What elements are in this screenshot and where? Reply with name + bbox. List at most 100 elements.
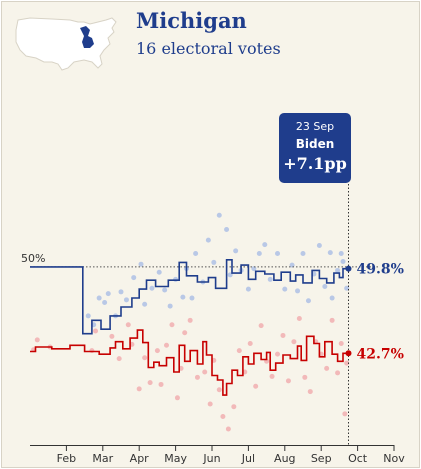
biden-poll-dot (193, 251, 199, 257)
trump-poll-dot (231, 404, 237, 410)
trump-poll-dot (302, 374, 308, 380)
trump-poll-dot (236, 348, 242, 354)
biden-poll-dot (322, 283, 328, 289)
biden-poll-dot (245, 286, 251, 292)
trump-poll-dot (329, 317, 335, 323)
trump-poll-dot (296, 316, 302, 322)
biden-poll-dot (316, 243, 322, 248)
trump-poll-dot (342, 411, 348, 417)
trump-poll-dot (280, 332, 286, 338)
tooltip-value: +7.1pp (283, 154, 347, 173)
biden-poll-dot (338, 251, 344, 257)
biden-poll-dot (205, 237, 211, 243)
trump-poll-dot (89, 348, 95, 354)
biden-poll-dot (262, 242, 268, 248)
trump-trend-line (30, 329, 349, 396)
trump-end-marker (345, 350, 352, 357)
trump-end-label: 42.7% (357, 346, 404, 362)
trump-poll-dot (253, 383, 259, 389)
biden-poll-dot (105, 291, 111, 297)
biden-poll-dot (344, 285, 350, 291)
trump-poll-dot (116, 356, 122, 362)
x-tick-label: Sep (311, 452, 332, 465)
trump-poll-dot (154, 348, 160, 354)
x-tick-label: Aug (274, 452, 295, 465)
tooltip: 23 Sep Biden +7.1pp (279, 113, 351, 183)
trump-poll-dot (324, 365, 330, 371)
trump-poll-dot (164, 342, 169, 348)
biden-poll-dot (340, 259, 346, 265)
biden-poll-dot (256, 251, 262, 257)
us-map-icon (15, 17, 117, 71)
trump-poll-dot (142, 355, 148, 361)
biden-poll-dot (156, 269, 162, 275)
biden-poll-dot (295, 288, 301, 294)
trump-poll-dot (182, 330, 188, 336)
trump-poll-dot (220, 414, 226, 419)
x-tick-label: Feb (57, 452, 76, 465)
biden-poll-dot (162, 287, 168, 293)
biden-poll-dot (335, 267, 341, 273)
biden-poll-dot (282, 286, 288, 292)
us-outline (15, 17, 117, 71)
trump-poll-dot (93, 328, 99, 334)
x-tick-label: Jun (202, 452, 220, 465)
electoral-votes: 16 electoral votes (136, 39, 281, 58)
biden-trend-line (30, 259, 349, 335)
biden-poll-dot (118, 289, 124, 295)
trump-poll-dot (34, 337, 40, 343)
biden-poll-dot (138, 261, 144, 267)
biden-end-marker (345, 265, 352, 272)
biden-poll-dot (216, 212, 222, 218)
trump-poll-dot (258, 323, 264, 329)
biden-poll-dot (85, 313, 91, 319)
biden-poll-dot (149, 285, 155, 291)
trump-poll-dot (109, 333, 115, 339)
state-title: Michigan (136, 8, 247, 33)
x-tick-label: Nov (383, 452, 405, 465)
trump-poll-dot (225, 426, 231, 432)
biden-poll-dot (96, 295, 102, 301)
trump-poll-dot (194, 374, 200, 380)
biden-poll-dot (289, 262, 295, 268)
biden-poll-dot (267, 276, 273, 282)
biden-poll-dot (189, 295, 195, 301)
reference-line-label: 50% (21, 252, 45, 265)
x-tick-label: Mar (92, 452, 113, 465)
x-tick-label: May (164, 452, 187, 465)
x-tick-label: Apr (130, 452, 150, 465)
biden-poll-dot (300, 251, 306, 257)
biden-poll-dot (102, 300, 108, 305)
trump-poll-dot (307, 389, 313, 395)
biden-poll-dot (275, 251, 281, 257)
trump-poll-dot (247, 340, 253, 346)
biden-poll-dot (123, 297, 129, 303)
trump-poll-dot (338, 340, 344, 346)
x-tick-label: Jul (241, 452, 255, 465)
biden-poll-dot (211, 259, 217, 265)
trump-poll-dot (285, 378, 291, 384)
biden-poll-dot (224, 226, 230, 232)
trump-poll-dot (202, 369, 208, 375)
biden-poll-dot (305, 298, 311, 304)
michigan-shape (80, 26, 94, 48)
biden-poll-dot (251, 266, 257, 272)
x-tick-label: Oct (348, 452, 368, 465)
trump-poll-dot (269, 373, 275, 379)
biden-poll-dot (233, 248, 239, 254)
trump-poll-dot (216, 387, 222, 393)
trump-poll-dot (291, 339, 297, 345)
biden-poll-dot (167, 303, 173, 309)
trump-poll-dot (158, 381, 164, 387)
biden-poll-dot (142, 301, 148, 307)
trump-poll-dot (207, 401, 213, 407)
tooltip-candidate: Biden (295, 137, 335, 151)
trump-poll-dot (275, 351, 281, 357)
trump-poll-dot (125, 322, 131, 328)
trump-poll-dot (344, 360, 350, 366)
trump-poll-dot (335, 370, 341, 376)
trump-poll-dot (187, 317, 193, 323)
trump-poll-dot (174, 395, 180, 401)
